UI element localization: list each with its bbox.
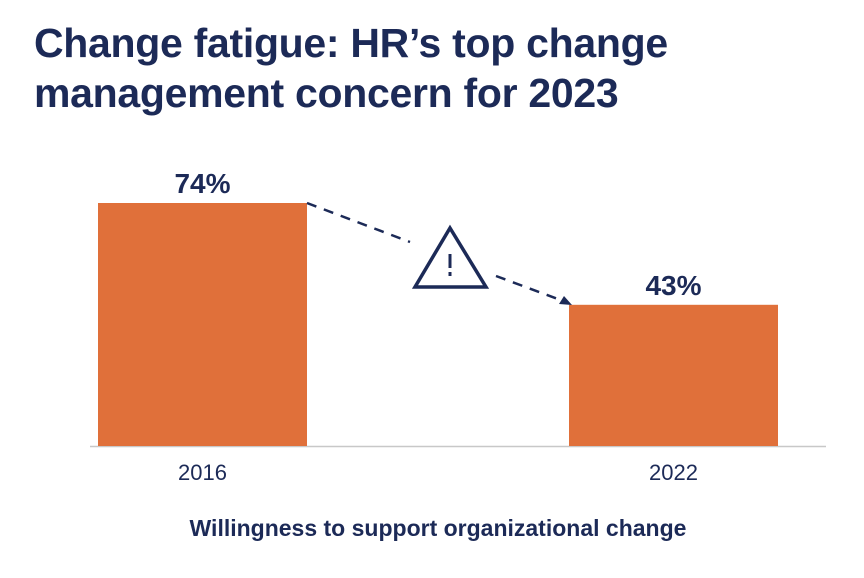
data-label-2016: 74% bbox=[174, 168, 230, 199]
warning-triangle-icon bbox=[411, 224, 490, 289]
trend-line-segment bbox=[306, 201, 411, 244]
x-tick-label-2016: 2016 bbox=[178, 460, 227, 485]
arrowhead-icon bbox=[559, 296, 572, 305]
x-axis-label: Willingness to support organizational ch… bbox=[189, 515, 687, 541]
chart-title: Change fatigue: HR’s top change manageme… bbox=[34, 20, 668, 116]
bar-2022 bbox=[569, 304, 778, 446]
trend-line-segment bbox=[495, 274, 567, 304]
data-label-2022: 43% bbox=[645, 270, 701, 301]
bar-2016 bbox=[98, 203, 307, 446]
x-tick-label-2022: 2022 bbox=[649, 460, 698, 485]
